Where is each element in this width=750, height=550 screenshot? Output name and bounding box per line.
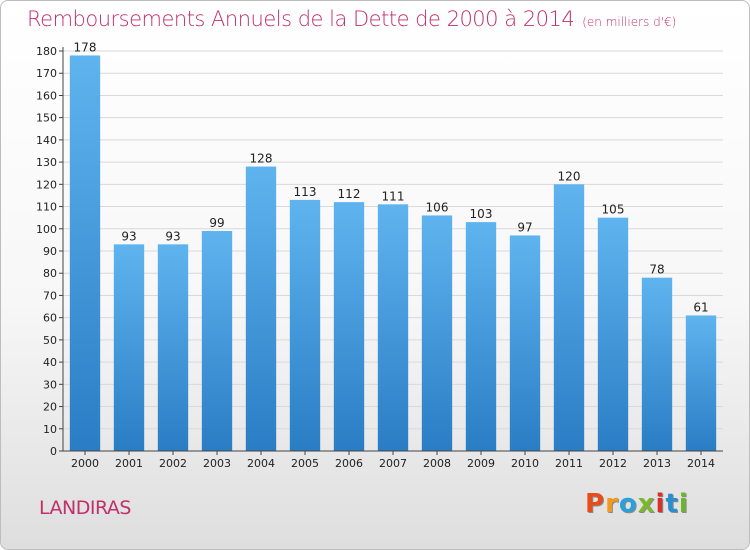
y-tick-label: 60 [43,312,57,325]
y-tick-label: 50 [43,334,57,347]
bar[interactable] [289,199,321,451]
bar[interactable] [377,204,409,451]
logo-letter: o [618,489,638,519]
y-tick-label: 40 [43,356,57,369]
y-tick-label: 170 [36,67,57,80]
x-tick-label: 2011 [555,457,583,470]
logo-letter: i [678,489,689,519]
x-tick-label: 2010 [511,457,539,470]
bar[interactable] [597,217,629,451]
y-tick-label: 140 [36,134,57,147]
bars: 178 93 93 99 128 113 112 111 106 103 97 120 105 78 61 [69,40,717,452]
y-tick-label: 20 [43,401,57,414]
y-tick-label: 130 [36,156,57,169]
y-tick-label: 90 [43,245,57,258]
chart-subtitle: (en milliers d'€) [582,15,677,29]
bar[interactable] [465,222,497,451]
value-label: 103 [470,207,493,221]
x-tick-label: 2008 [423,457,451,470]
x-tick-label: 2001 [115,457,143,470]
y-tick-label: 150 [36,112,57,125]
x-tick-label: 2004 [247,457,275,470]
bar[interactable] [69,55,101,451]
value-label: 93 [165,229,180,243]
proxiti-logo[interactable]: Proxiti [585,489,689,519]
value-label: 99 [209,216,224,230]
bar[interactable] [245,166,277,452]
x-tick-label: 2007 [379,457,407,470]
chart-title-text: Remboursements Annuels de la Dette de 20… [27,7,575,31]
bar[interactable] [201,231,233,451]
chart-title: Remboursements Annuels de la Dette de 20… [27,7,676,31]
logo-letter: x [637,489,656,519]
y-tick-label: 180 [36,45,57,58]
x-tick-label: 2009 [467,457,495,470]
bar[interactable] [685,315,717,451]
value-label: 128 [250,152,273,166]
y-tick-label: 0 [50,445,57,458]
x-tick-label: 2003 [203,457,231,470]
value-label: 78 [649,263,664,277]
bar[interactable] [157,244,189,451]
value-label: 61 [693,300,708,314]
value-label: 105 [602,203,625,217]
y-tick-label: 100 [36,223,57,236]
value-label: 111 [382,189,405,203]
x-tick-label: 2002 [159,457,187,470]
value-label: 178 [74,40,97,54]
value-label: 112 [338,187,361,201]
x-tick-label: 2012 [599,457,627,470]
value-label: 120 [558,169,581,183]
bar[interactable] [553,184,585,452]
y-tick-label: 160 [36,89,57,102]
logo-letter: P [585,489,606,519]
x-tick-label: 2005 [291,457,319,470]
x-tick-label: 2006 [335,457,363,470]
x-tick-label: 2014 [687,457,715,470]
x-tick-label: 2013 [643,457,671,470]
x-tick-label: 2000 [71,457,99,470]
bar[interactable] [641,277,673,451]
value-label: 113 [294,185,317,199]
axes: 0 10 20 30 40 50 60 70 80 90 100 110 120 130 140 150 160… [36,45,723,470]
value-label: 106 [426,200,449,214]
city-name: LANDIRAS [39,497,131,519]
y-tick-label: 120 [36,178,57,191]
value-label: 97 [517,220,532,234]
bar[interactable] [333,202,365,451]
y-tick-label: 70 [43,289,57,302]
value-label: 93 [121,229,136,243]
y-tick-label: 10 [43,423,57,436]
logo-letter: r [605,489,619,519]
logo-letter: t [665,489,679,519]
y-tick-label: 30 [43,378,57,391]
logo-letter: i [655,489,666,519]
bar[interactable] [113,244,145,451]
y-tick-label: 110 [36,201,57,214]
bar[interactable] [421,215,453,451]
bar[interactable] [509,235,541,451]
y-tick-label: 80 [43,267,57,280]
